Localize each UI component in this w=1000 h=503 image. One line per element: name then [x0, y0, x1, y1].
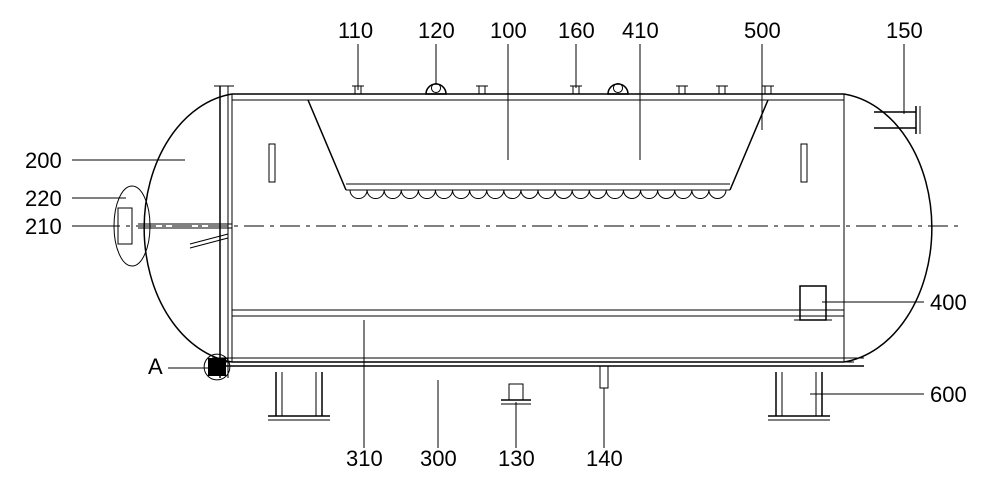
- label-100: 100: [490, 18, 527, 43]
- label-310: 310: [346, 446, 383, 471]
- label-300: 300: [420, 446, 457, 471]
- label-410: 410: [622, 18, 659, 43]
- label-220: 220: [25, 186, 62, 211]
- label-140: 140: [586, 446, 623, 471]
- label-A: A: [148, 354, 163, 379]
- label-160: 160: [558, 18, 595, 43]
- label-120: 120: [418, 18, 455, 43]
- label-500: 500: [744, 18, 781, 43]
- label-400: 400: [930, 290, 967, 315]
- label-150: 150: [886, 18, 923, 43]
- label-200: 200: [25, 148, 62, 173]
- label-600: 600: [930, 382, 967, 407]
- label-210: 210: [25, 214, 62, 239]
- label-130: 130: [498, 446, 535, 471]
- label-110: 110: [338, 18, 373, 43]
